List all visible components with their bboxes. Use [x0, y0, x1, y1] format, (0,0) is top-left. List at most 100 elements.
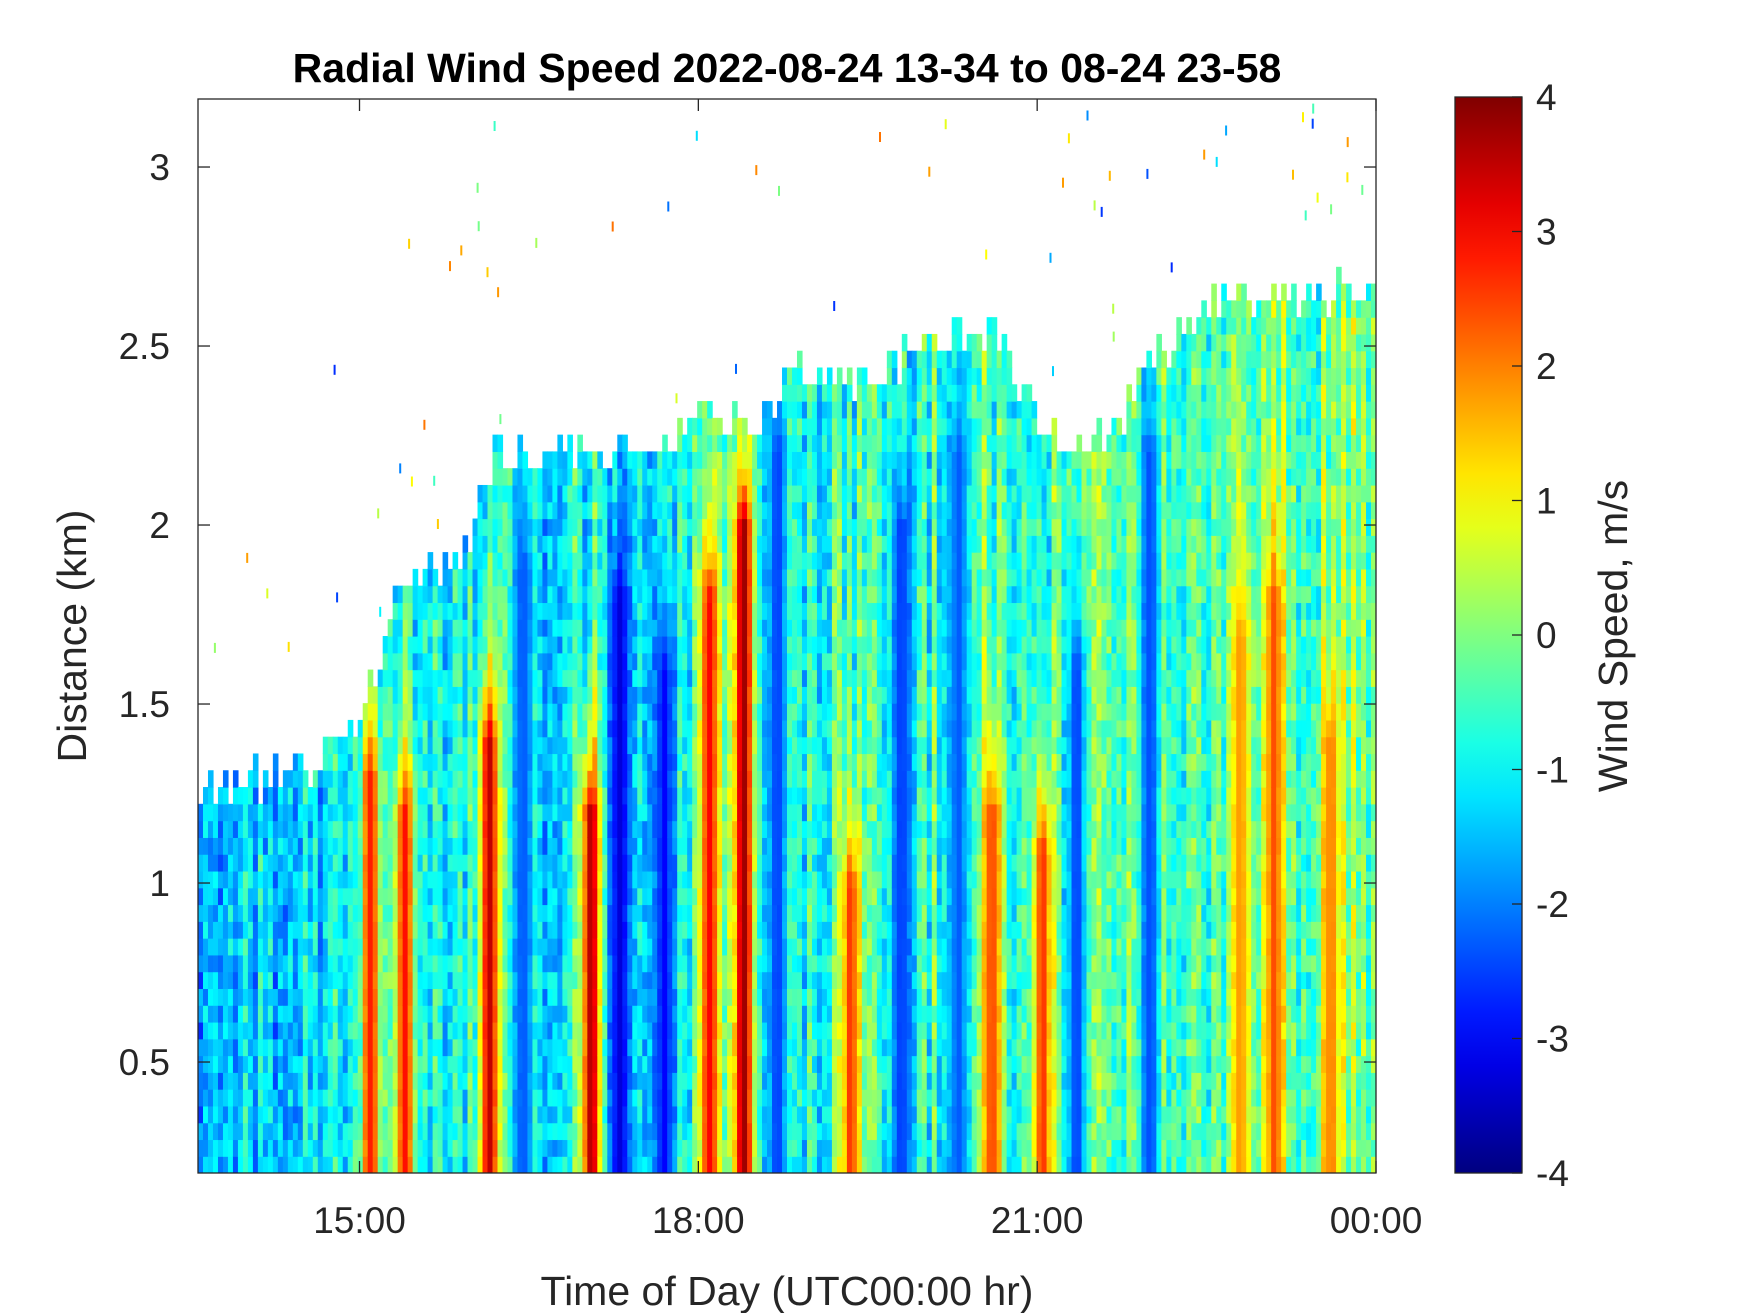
heatmap-cell — [522, 954, 529, 973]
heatmap-cell — [612, 1038, 618, 1057]
heatmap-cell — [747, 484, 753, 503]
heatmap-cell — [472, 619, 479, 637]
heatmap-cell — [367, 837, 374, 855]
heatmap-cell — [477, 719, 484, 738]
heatmap-cell — [657, 552, 663, 570]
heatmap-cell — [457, 1005, 464, 1023]
heatmap-cell — [737, 1089, 743, 1107]
heatmap-cell — [826, 602, 833, 620]
heatmap-cell — [767, 753, 773, 771]
heatmap-cell — [292, 1156, 299, 1173]
heatmap-cell — [382, 803, 389, 822]
heatmap-cell — [562, 652, 568, 671]
heatmap-cell — [407, 1021, 414, 1040]
heatmap-cell — [282, 770, 289, 788]
heatmap-cell — [737, 602, 743, 620]
heatmap-cell — [737, 938, 743, 956]
heatmap-cell — [836, 1122, 843, 1141]
heatmap-cell — [702, 585, 708, 604]
heatmap-cell — [377, 1021, 384, 1040]
heatmap-cell — [762, 703, 768, 721]
heatmap-cell — [477, 803, 484, 822]
heatmap-cell — [717, 585, 723, 604]
heatmap-cell — [762, 1055, 768, 1073]
heatmap-cell — [757, 669, 763, 687]
heatmap-cell — [627, 803, 633, 822]
heatmap-cell — [612, 1156, 618, 1173]
heatmap-cell — [782, 652, 788, 671]
heatmap-cell — [407, 669, 414, 687]
heatmap-cell — [722, 1139, 728, 1157]
heatmap-cell — [787, 636, 793, 654]
heatmap-cell — [757, 568, 763, 587]
heatmap-cell — [617, 1105, 623, 1124]
heatmap-cell — [687, 518, 693, 536]
heatmap-cell — [787, 736, 793, 755]
heatmap-cell — [782, 367, 788, 385]
heatmap-cell — [352, 1005, 359, 1023]
heatmap-cell — [532, 854, 539, 872]
heatmap-cell — [662, 1139, 668, 1157]
heatmap-cell — [342, 770, 349, 788]
heatmap-cell — [207, 854, 214, 872]
heatmap-cell — [482, 887, 489, 906]
heatmap-cell — [727, 434, 733, 453]
heatmap-cell — [367, 719, 374, 738]
heatmap-cell — [522, 552, 529, 570]
heatmap-cell — [622, 988, 628, 1006]
heatmap-cell — [422, 988, 429, 1006]
heatmap-cell — [767, 988, 773, 1006]
heatmap-cell — [312, 803, 319, 822]
heatmap-cell — [482, 770, 489, 788]
heatmap-cell — [687, 887, 693, 906]
heatmap-cell — [682, 988, 688, 1006]
heatmap-cell — [507, 468, 514, 486]
heatmap-cell — [347, 870, 354, 889]
heatmap-cell — [457, 1156, 464, 1173]
heatmap-cell — [627, 451, 633, 469]
heatmap-cell — [742, 468, 748, 486]
heatmap-cell — [502, 619, 509, 637]
heatmap-cell — [397, 988, 404, 1006]
heatmap-cell — [597, 988, 603, 1006]
heatmap-cell — [527, 501, 534, 520]
heatmap-cell — [717, 1105, 723, 1124]
heatmap-cell — [497, 484, 504, 503]
heatmap-cell — [826, 854, 833, 872]
heatmap-cell — [372, 1055, 379, 1073]
heatmap-cell — [557, 636, 563, 654]
heatmap-cell — [472, 1021, 479, 1040]
heatmap-cell — [262, 1105, 269, 1124]
heatmap-cell — [327, 1156, 334, 1173]
heatmap-cell — [412, 602, 419, 620]
heatmap-cell — [472, 736, 479, 755]
heatmap-cell — [612, 568, 618, 587]
heatmap-cell — [402, 1139, 409, 1157]
heatmap-cell — [777, 602, 783, 620]
heatmap-cell — [482, 904, 489, 922]
heatmap-cell — [357, 719, 364, 738]
heatmap-cell — [377, 837, 384, 855]
heatmap-cell — [482, 988, 489, 1006]
heatmap-cell — [547, 535, 553, 553]
heatmap-cell — [801, 669, 808, 687]
heatmap-cell — [747, 501, 753, 520]
heatmap-cell — [707, 636, 713, 654]
heatmap-cell — [702, 837, 708, 855]
heatmap-cell — [452, 1156, 459, 1173]
heatmap-cell — [707, 753, 713, 771]
heatmap-cell — [821, 1005, 828, 1023]
heatmap-cell — [747, 468, 753, 486]
heatmap-cell — [377, 921, 384, 939]
heatmap-cell — [412, 938, 419, 956]
heatmap-cell — [287, 1089, 294, 1107]
heatmap-cell — [387, 1105, 394, 1124]
heatmap-cell — [437, 938, 444, 956]
heatmap-cell — [462, 736, 469, 755]
heatmap-cell — [622, 854, 628, 872]
heatmap-cell — [382, 1156, 389, 1173]
heatmap-cell — [602, 619, 608, 637]
heatmap-cell — [627, 870, 633, 889]
heatmap-cell — [542, 451, 549, 469]
heatmap-cell — [317, 1105, 324, 1124]
